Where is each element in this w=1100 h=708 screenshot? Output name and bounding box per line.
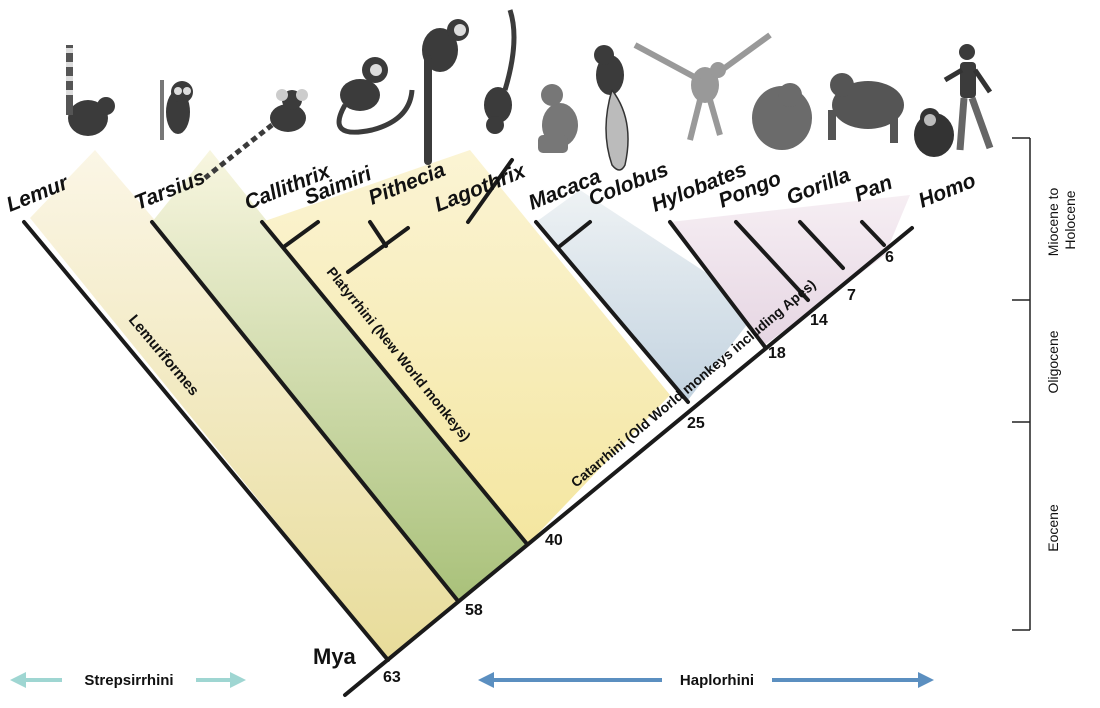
branch-gorilla [798, 220, 845, 270]
epoch-label-oligocene: Oligocene [1045, 330, 1061, 393]
strepsirrhini-arrow: Strepsirrhini [10, 668, 246, 692]
age-label-63: 63 [383, 669, 401, 686]
orangutan-icon [752, 83, 812, 150]
age-label-58: 58 [465, 602, 483, 619]
strepsirrhini-label: Strepsirrhini [84, 672, 173, 689]
owm-clade-fill [536, 190, 760, 400]
macaque-icon [538, 84, 578, 153]
mya-label: Mya [313, 644, 357, 669]
age-label-7: 7 [847, 287, 856, 304]
epoch-scale [1012, 137, 1031, 631]
branch-lemur [22, 220, 390, 662]
animal-icons [66, 9, 994, 180]
branch-colobus-stub [558, 220, 592, 248]
age-label-18: 18 [768, 345, 786, 362]
saki-icon [422, 19, 469, 165]
branch-lagothrix [466, 158, 514, 224]
human-icon [943, 44, 994, 151]
branch-macaca [534, 220, 690, 404]
tarsius-clade-fill [152, 150, 527, 600]
woolly-monkey-icon [484, 9, 517, 134]
age-label-6: 6 [885, 249, 894, 266]
chimpanzee-icon [914, 108, 954, 157]
epoch-label-eocene: Eocene [1045, 504, 1061, 552]
age-label-25: 25 [687, 415, 705, 432]
lemur-icon [66, 45, 115, 136]
gibbon-icon [633, 32, 772, 141]
gorilla-icon [828, 73, 904, 143]
branch-pongo [734, 220, 810, 302]
age-label-40: 40 [545, 532, 563, 549]
age-label-14: 14 [810, 312, 828, 329]
tree-branches [22, 158, 914, 697]
colobus-icon [594, 45, 629, 171]
apes-clade-fill [670, 195, 910, 345]
platyrrhini-clade-fill [262, 150, 670, 545]
lemur-clade-fill [30, 150, 470, 660]
branch-pithecia-stub [368, 220, 388, 248]
branch-callithrix [260, 220, 529, 546]
branch-pithecia-join [346, 226, 410, 274]
branch-hylobates [668, 220, 767, 349]
haplorhini-arrow: Haplorhini [478, 668, 934, 692]
branch-tarsius [150, 220, 460, 603]
epoch-label-miocene: Miocene to Holocene [1045, 184, 1078, 256]
branch-saimiri-stub [283, 220, 320, 248]
taxon-label-homo: Homo [915, 169, 979, 213]
main-stem [343, 226, 914, 697]
squirrel-monkey-icon [336, 57, 415, 135]
branch-pan [860, 220, 886, 247]
haplorhini-label: Haplorhini [680, 672, 754, 689]
marmoset-icon [203, 89, 308, 180]
tarsier-icon [160, 80, 193, 140]
